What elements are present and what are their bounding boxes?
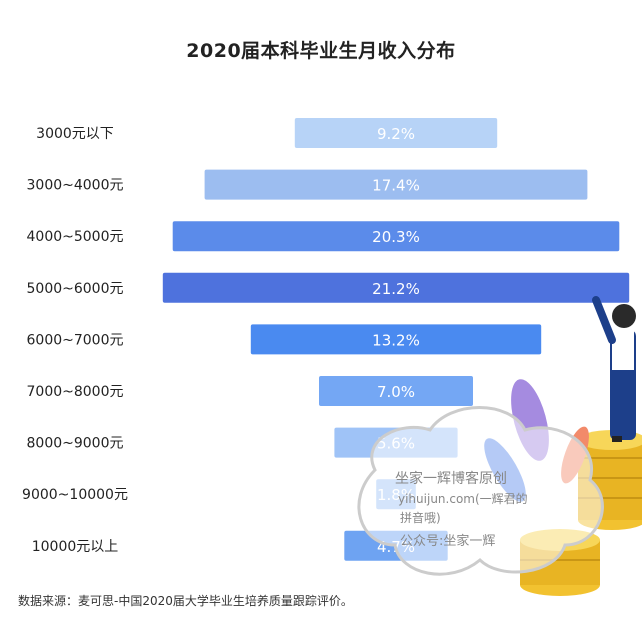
watermark-line1: 坐家一辉博客原创 — [395, 470, 507, 487]
category-label-0: 3000元以下 — [36, 126, 114, 142]
watermark: 坐家一辉博客原创 yihuijun.com(一辉君的 拼音哦) 公众号:坐家一辉 — [357, 406, 604, 576]
value-label-4: 13.2% — [372, 331, 420, 349]
bar-5 — [319, 376, 473, 406]
person-icon — [592, 296, 636, 442]
category-label-2: 4000~5000元 — [27, 229, 124, 245]
source-note: 数据来源：麦可思-中国2020届大学毕业生培养质量跟踪评价。 — [18, 594, 353, 608]
value-label-2: 20.3% — [372, 228, 420, 246]
value-label-5: 7.0% — [377, 383, 415, 401]
bar-2 — [172, 221, 620, 252]
category-label-3: 5000~6000元 — [27, 281, 124, 297]
category-label-1: 3000~4000元 — [27, 178, 124, 194]
chart-title: 2020届本科毕业生月收入分布 — [186, 40, 456, 62]
bar-0 — [294, 118, 498, 148]
category-label-8: 10000元以上 — [32, 539, 119, 555]
category-label-6: 8000~9000元 — [27, 436, 124, 452]
bar-1 — [204, 169, 588, 200]
value-label-3: 21.2% — [372, 280, 420, 298]
value-label-1: 17.4% — [372, 177, 420, 195]
category-label-7: 9000~10000元 — [22, 487, 128, 503]
bar-4 — [250, 324, 542, 355]
watermark-line3: 拼音哦) — [400, 510, 441, 525]
watermark-line4: 公众号:坐家一辉 — [400, 533, 495, 549]
watermark-line2: yihuijun.com(一辉君的 — [398, 491, 528, 506]
value-label-0: 9.2% — [377, 125, 415, 143]
bar-3 — [162, 272, 630, 303]
category-label-4: 6000~7000元 — [27, 332, 124, 348]
category-label-5: 7000~8000元 — [27, 384, 124, 400]
